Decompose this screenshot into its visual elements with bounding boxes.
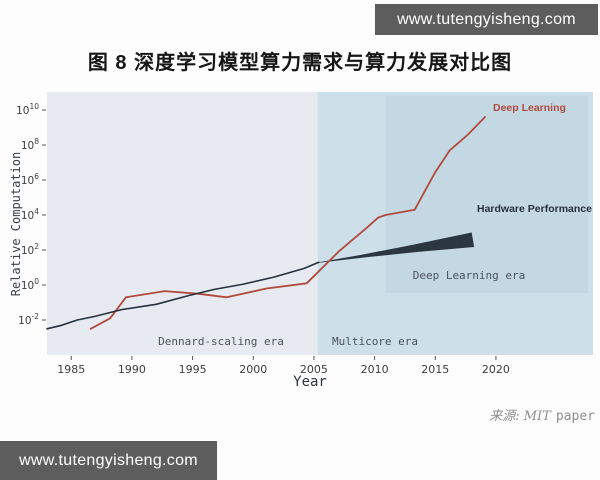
dennard-era-label: Dennard-scaling era	[158, 335, 284, 348]
era-region-2	[385, 96, 589, 293]
series-line-0	[89, 116, 486, 330]
source-prefix: 来源: MIT	[489, 409, 551, 424]
x-tick-label: 2000	[239, 363, 267, 376]
deep-learning-series-label: Deep Learning	[493, 102, 566, 114]
x-tick-label: 1985	[57, 363, 85, 376]
y-tick-label: 100	[21, 277, 39, 292]
series-line-1	[46, 261, 320, 330]
y-tick-label: 106	[21, 172, 39, 187]
y-tick-label: 108	[21, 137, 39, 152]
watermark-top: www.tutengyisheng.com	[375, 4, 598, 35]
source-note: 来源: MIT paper	[489, 405, 595, 424]
y-axis-label: Relative Computation	[9, 151, 23, 297]
x-tick-label: 2005	[300, 363, 328, 376]
watermark-bottom: www.tutengyisheng.com	[0, 441, 217, 480]
era-region-0	[47, 92, 318, 355]
x-tick-label: 1990	[118, 363, 146, 376]
x-tick-label: 1995	[179, 363, 207, 376]
figure-title: 图 8 深度学习模型算力需求与算力发展对比图	[87, 52, 513, 74]
multicore-era-label: Multicore era	[331, 335, 419, 348]
deep-learning-era-label: Deep Learning era	[412, 269, 526, 282]
x-tick-label: 2020	[482, 363, 510, 376]
x-tick-label: 2015	[421, 363, 449, 376]
x-axis-label: Year	[293, 374, 327, 390]
y-tick-label: 102	[21, 242, 39, 257]
x-tick-label: 2010	[361, 363, 389, 376]
y-tick-label: 104	[21, 207, 39, 222]
y-tick-label: 1010	[16, 102, 39, 117]
source-suffix: paper	[555, 409, 595, 424]
hardware-performance-band	[318, 232, 475, 263]
y-tick-label: 10-2	[18, 312, 39, 327]
hardware-performance-series-label: Hardware Performance	[477, 203, 592, 215]
